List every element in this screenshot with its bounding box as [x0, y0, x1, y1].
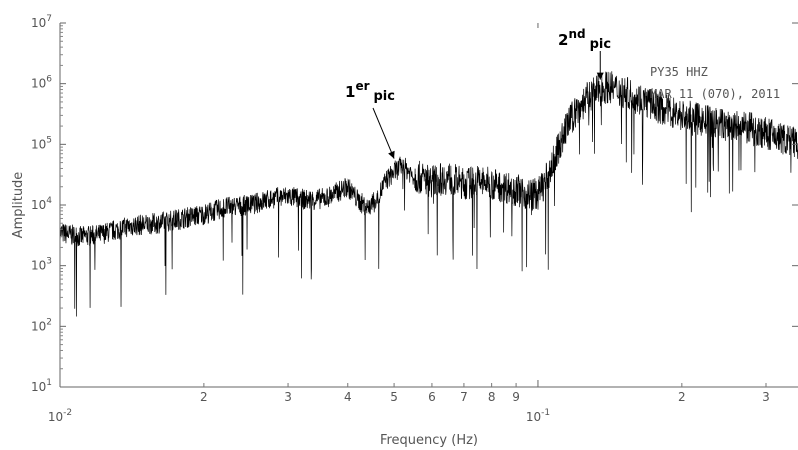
- y-tick-label: 105: [31, 135, 52, 151]
- x-minor-tick-label: 8: [488, 390, 496, 404]
- x-major-tick-label: 10-2: [48, 408, 72, 424]
- spectrum-line: [59, 71, 798, 317]
- annotation-arrow: [372, 107, 395, 159]
- date-label: MAR 11 (070), 2011: [650, 87, 780, 101]
- y-tick-label: 104: [31, 196, 52, 212]
- x-minor-tick-label: 7: [460, 390, 468, 404]
- x-minor-tick-label: 5: [390, 390, 398, 404]
- station-label: PY35 HHZ: [650, 65, 708, 79]
- x-ticks: 10-2 10-1 2 3 4 5 6 7 8 9 2 3: [48, 23, 770, 424]
- x-major-tick-label: 10-1: [526, 408, 550, 424]
- annotation-arrowhead: [596, 72, 604, 80]
- x-minor-tick-label: 3: [284, 390, 292, 404]
- x-minor-tick-label: 2: [200, 390, 208, 404]
- annotation-layer: 1erpic 2ndpic: [345, 27, 611, 159]
- annotation-arrowhead: [388, 150, 395, 159]
- y-tick-label: 106: [31, 75, 52, 91]
- y-tick-label: 101: [31, 378, 52, 394]
- annotation-label: 2ndpic: [558, 27, 611, 52]
- x-axis-title: Frequency (Hz): [380, 433, 478, 448]
- y-axis-title: Amplitude: [11, 172, 26, 239]
- x-minor-tick-label: 3: [762, 390, 770, 404]
- x-minor-tick-label: 9: [512, 390, 520, 404]
- y-tick-label: 103: [31, 257, 52, 273]
- annotation-label: 1erpic: [345, 79, 395, 104]
- y-tick-label: 102: [31, 317, 52, 333]
- plot-area: [60, 23, 798, 387]
- x-minor-tick-label: 2: [678, 390, 686, 404]
- x-minor-tick-label: 4: [344, 390, 352, 404]
- series-layer: [59, 71, 798, 317]
- y-tick-label: 107: [31, 14, 52, 30]
- y-ticks: 101 102 103 104 105 106 107: [31, 14, 798, 394]
- x-minor-tick-label: 6: [428, 390, 436, 404]
